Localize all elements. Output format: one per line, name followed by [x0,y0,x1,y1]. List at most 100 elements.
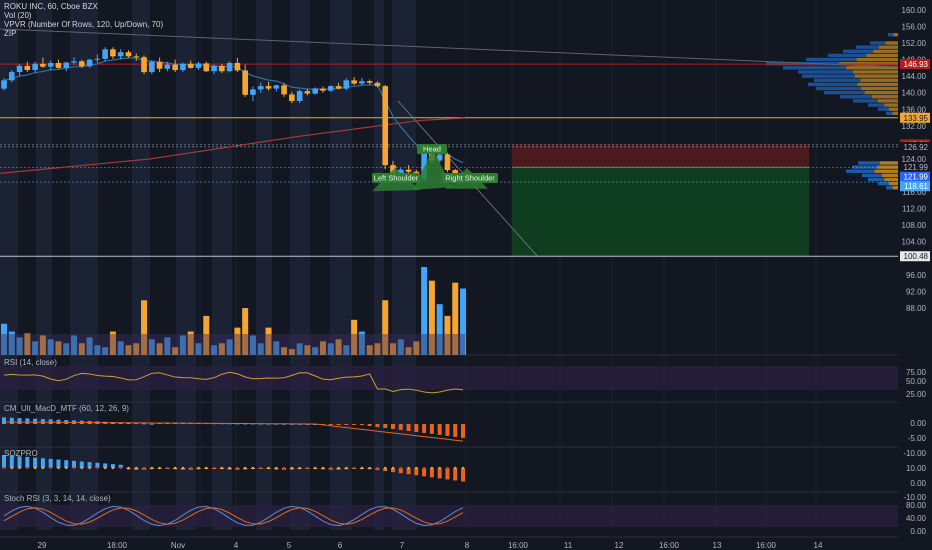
sqz-bar [422,468,427,477]
vpvr-up [870,41,886,45]
macd-hist-bar [40,419,45,424]
vpvr-down [866,53,898,58]
price-tick[interactable]: 124.00 [902,155,927,164]
vpvr-up [843,49,874,53]
macd-hist-bar [33,418,38,424]
candle-body [149,61,155,73]
price-tick[interactable]: 112.00 [902,205,926,214]
candle-body [250,89,256,95]
price-tick[interactable]: 104.00 [902,238,927,247]
sqz-bar [64,460,69,468]
stoch-label[interactable]: Stoch RSI (3, 3, 14, 14, close) [4,494,111,503]
sqz-label[interactable]: SQZPRO [4,449,38,458]
vpvr-down [881,173,898,178]
price-tick[interactable]: 144.00 [902,72,927,81]
candle-body [164,64,171,69]
price-tick[interactable]: 140.00 [902,89,927,98]
candle-body [8,72,15,81]
price-tick[interactable]: 92.00 [906,287,927,296]
volume-bar [281,347,288,355]
candle-body [273,85,280,89]
rsi-label[interactable]: RSI (14, close) [4,358,57,367]
candle-body [312,88,318,94]
macd-hist-bar [48,419,53,424]
sqz-dot [236,466,239,470]
volume-bar [304,345,311,355]
time-tick[interactable]: 6 [338,541,343,550]
macd-hist-bar [445,424,450,436]
volume-bar [78,343,85,355]
price-tick[interactable]: 116.00 [902,188,926,197]
price-tick[interactable]: 88.00 [906,304,927,313]
time-tick[interactable]: Nov [171,541,185,550]
time-tick[interactable]: 7 [400,541,405,550]
macd-hist-bar [344,424,349,425]
sqz-dot [18,466,21,470]
volume-ma-area [0,334,465,355]
sqz-dot [96,466,99,470]
time-tick[interactable]: 4 [234,541,239,550]
indicator-zip[interactable]: ZIP [4,29,17,38]
sqz-bar [461,468,466,482]
sqz-dot [72,466,76,470]
candle-body [32,63,38,70]
vpvr-up [840,95,872,99]
indicator-vpvr[interactable]: VPVR (Number Of Rows, 120, Up/Down, 70) [4,20,164,29]
vpvr-up [783,66,847,70]
candle-body [133,56,140,58]
left-shoulder-label-bg [372,173,420,183]
sqz-dot [415,466,418,470]
price-tick[interactable]: 136.00 [902,105,927,114]
vpvr-down [856,57,898,62]
vpvr-down [861,86,898,91]
candle-body [211,65,217,72]
indicator-vol[interactable]: Vol (20) [4,11,32,20]
panel-tick: 10.00 [906,464,927,473]
price-tick[interactable]: 108.00 [902,221,927,230]
volume-bar [102,347,109,355]
time-tick[interactable]: 16:00 [756,541,777,550]
price-tick[interactable]: 156.00 [902,23,927,32]
price-tick[interactable]: 160.00 [902,6,927,15]
sqz-dot [2,466,6,470]
vpvr-up [853,99,878,103]
volume-bar [428,280,435,355]
sqz-dot [166,466,169,470]
sqz-dot [228,466,231,470]
time-tick[interactable]: 29 [38,541,47,550]
time-tick[interactable]: 8 [465,541,470,550]
time-tick[interactable]: 5 [287,541,292,550]
volume-bar [397,339,404,355]
macd-hist-bar [453,424,458,437]
price-tick[interactable]: 152.00 [902,39,927,48]
time-tick[interactable]: 13 [713,541,722,550]
vpvr-up [798,70,853,74]
left-shoulder-label: Left Shoulder [374,174,419,183]
price-tick[interactable]: 96.00 [906,271,927,280]
candle-body [257,86,264,90]
macd-label[interactable]: CM_Ult_MacD_MTF (60, 12, 26, 9) [4,404,129,413]
sqz-dot [220,466,224,470]
vpvr-down [879,45,898,49]
panel-tick: 80.00 [906,501,927,510]
time-tick[interactable]: 16:00 [508,541,529,550]
time-tick[interactable]: 11 [564,541,573,550]
vpvr-down [893,33,898,37]
time-axis[interactable]: 29 18:00 Nov 4 5 6 7 8 16:00 11 12 16:00 13 16:00 14 [0,536,932,550]
candle-body [226,62,233,72]
candle-body [79,61,85,67]
time-tick[interactable]: 14 [814,541,823,550]
volume-bar [195,343,202,355]
volume-bar [351,319,358,355]
price-badge [900,141,930,152]
time-tick[interactable]: 16:00 [659,541,680,550]
panel-tick: -10.00 [903,493,926,502]
time-tick[interactable]: 12 [615,541,624,550]
price-tick[interactable]: 132.00 [902,122,927,131]
time-tick[interactable]: 18:00 [107,541,128,550]
sqz-bar [72,460,77,468]
price-axis[interactable]: 160.00156.00152.00148.00144.00140.00136.… [898,0,932,550]
price-badge-label: 121.99 [904,173,929,182]
candle-body [55,62,62,68]
